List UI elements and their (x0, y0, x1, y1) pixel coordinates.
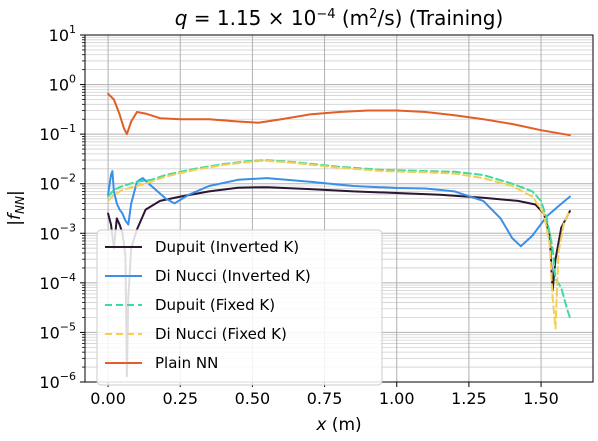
legend-label: Dupuit (Fixed K) (155, 296, 275, 314)
x-tick-label: 0.25 (162, 389, 198, 408)
series-line-1 (107, 170, 571, 248)
legend-label: Di Nucci (Fixed K) (155, 325, 287, 343)
x-tick-label: 0.00 (90, 389, 126, 408)
legend-box (96, 229, 383, 386)
y-tick-label: 10−1 (39, 122, 76, 144)
y-tick-label: 101 (49, 23, 76, 45)
series-line-3 (107, 159, 571, 330)
x-tick-label: 1.50 (523, 389, 559, 408)
y-tick-label: 100 (49, 73, 76, 95)
x-tick-label: 0.50 (235, 389, 271, 408)
ticks: 0.00 0.25 0.50 0.75 1.00 1.25 1.50 10−6 10−5 10−4… (39, 23, 558, 408)
y-tick-label: 10−4 (39, 271, 76, 293)
chart-title: q = 1.15 × 10−4 (m2/s) (Training) (175, 6, 504, 30)
series-line-2 (107, 159, 571, 319)
y-tick-label: 10−5 (39, 320, 76, 342)
legend: Dupuit (Inverted K) Di Nucci (Inverted K)… (96, 229, 383, 386)
x-tick-label: 1.25 (451, 389, 487, 408)
x-axis-label: x (m) (315, 415, 361, 435)
y-tick-label: 10−3 (39, 221, 76, 243)
legend-label: Di Nucci (Inverted K) (155, 267, 311, 285)
y-tick-label: 10−6 (39, 370, 76, 392)
legend-label: Plain NN (155, 354, 218, 372)
y-tick-label: 10−2 (39, 172, 76, 194)
legend-label: Dupuit (Inverted K) (155, 238, 299, 256)
x-tick-label: 0.75 (307, 389, 343, 408)
series-line-4 (107, 92, 571, 137)
y-axis-label: |fNN| (5, 190, 27, 225)
x-tick-label: 1.00 (379, 389, 415, 408)
